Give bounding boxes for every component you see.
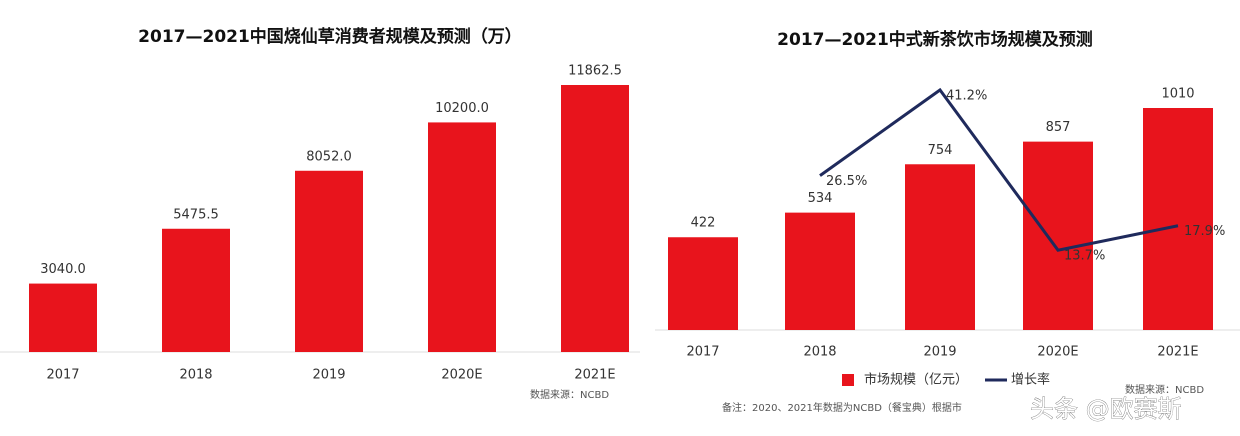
bar (428, 122, 496, 352)
x-tick-label: 2017 (46, 368, 79, 383)
bar (1143, 108, 1213, 330)
value-label: 422 (691, 216, 716, 231)
note: 备注：2020、2021年数据为NCBD（餐宝典）根据市 (722, 401, 962, 414)
value-label: 8052.0 (306, 149, 352, 164)
value-label: 26.5% (826, 174, 867, 189)
source: 数据来源：NCBD (530, 388, 609, 401)
x-tick-label: 2020E (441, 368, 482, 383)
x-tick-label: 2019 (312, 368, 345, 383)
value-label: 3040.0 (40, 262, 86, 277)
value-label: 41.2% (946, 89, 987, 104)
legend-swatch (842, 374, 854, 386)
bar (1023, 141, 1093, 330)
chart-title: 2017—2021中式新茶饮市场规模及预测 (777, 29, 1093, 50)
value-label: 754 (928, 143, 953, 158)
bar (785, 212, 855, 330)
line (819, 87, 1179, 252)
value-label: 10200.0 (435, 101, 489, 116)
bar (29, 283, 97, 352)
x-tick-label: 2021E (574, 368, 615, 383)
x-tick-label: 2021E (1157, 345, 1198, 360)
x-tick-label: 2020E (1037, 345, 1078, 360)
x-tick-label: 2018 (179, 368, 212, 383)
x-tick-label: 2018 (803, 345, 836, 360)
x-tick-label: 2017 (686, 345, 719, 360)
value-label: 17.9% (1184, 224, 1225, 239)
value-label: 1010 (1161, 87, 1194, 102)
bar (162, 228, 230, 352)
x-tick-label: 2019 (923, 345, 956, 360)
value-label: 857 (1046, 120, 1071, 135)
bar (905, 164, 975, 330)
value-label: 5475.5 (173, 207, 219, 222)
value-label: 13.7% (1064, 249, 1105, 264)
legend-label: 增长率 (1011, 372, 1050, 388)
chart-title: 2017—2021中国烧仙草消费者规模及预测（万） (138, 26, 522, 47)
legend-label: 市场规模（亿元） (864, 372, 968, 388)
bar (295, 170, 363, 352)
bar (668, 237, 738, 330)
bar (561, 85, 629, 352)
value-label: 534 (808, 191, 833, 206)
source: 数据来源：NCBD (1125, 383, 1204, 396)
value-label: 11862.5 (568, 64, 622, 79)
watermark: 头条 @欧赛斯 (1030, 395, 1182, 423)
